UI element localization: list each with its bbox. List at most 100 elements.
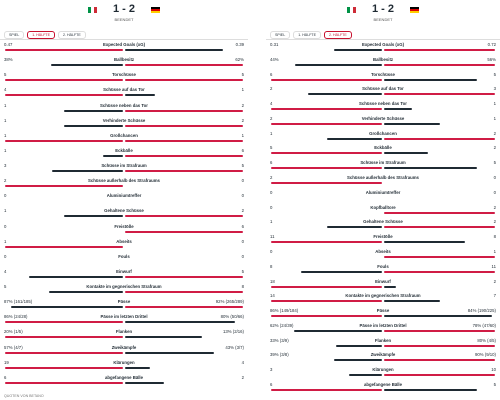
tabs: SPIEL 1. HÄLFTE 2. HÄLFTE xyxy=(0,30,248,40)
stat-name: Abseits xyxy=(116,238,132,244)
score: 1 - 2 xyxy=(112,3,135,15)
tabs: SPIEL 1. HÄLFTE 2. HÄLFTE xyxy=(266,30,500,40)
away-value: 0 xyxy=(241,178,244,184)
away-bar xyxy=(384,255,495,258)
away-value: 1 xyxy=(241,132,244,138)
stat-rows: 0.47 Expected Goals (xG) 0.39 38% Ballbesitz… xyxy=(4,42,244,390)
stat-line: 6 abgefangene Bälle 5 xyxy=(270,382,496,388)
stat-row: 3 Schüsse im Strafraum 5 xyxy=(4,163,244,178)
home-value: 4 xyxy=(4,268,7,274)
tab[interactable]: 1. HÄLFTE xyxy=(27,30,55,39)
home-bar xyxy=(301,270,382,273)
stat-track xyxy=(270,359,496,362)
away-value: 2 xyxy=(493,130,496,136)
tab[interactable]: 2. HÄLFTE xyxy=(323,30,352,39)
stat-line: 39% (3/8) Zweikämpfe 90% (9/10) xyxy=(270,352,496,358)
home-bar xyxy=(271,388,382,391)
tab[interactable]: 1. HÄLFTE xyxy=(293,30,321,39)
stat-row: 86% (24/28) Pässe im letzten Drittel 80% (… xyxy=(4,314,244,329)
home-value: 4 xyxy=(270,101,273,107)
home-value: 1 xyxy=(4,132,7,138)
home-bar xyxy=(64,215,123,218)
home-bar xyxy=(308,93,382,96)
away-value: 4 xyxy=(241,359,244,365)
stat-name: Aluminiumtreffer xyxy=(365,189,401,195)
footer: QUOTEN VON BETANO xyxy=(4,394,44,398)
stat-row: 6 Schüsse im Strafraum 5 xyxy=(270,160,496,175)
home-value: 6 xyxy=(4,374,7,380)
home-bar xyxy=(64,124,123,127)
stat-line: 0 Fouls 0 xyxy=(4,254,244,260)
stat-line: 4 Schüsse auf das Tor 1 xyxy=(4,87,244,93)
stat-name: Pässe xyxy=(117,299,131,305)
away-bar xyxy=(125,109,243,112)
stat-track xyxy=(4,230,244,233)
stat-track xyxy=(270,300,496,303)
stat-row: 4 Schüsse auf das Tor 1 xyxy=(4,87,244,102)
away-value: 2 xyxy=(493,219,496,225)
stat-track xyxy=(4,94,244,97)
tab[interactable]: SPIEL xyxy=(270,30,291,39)
stat-track xyxy=(4,200,244,202)
away-value: 2 xyxy=(241,102,244,108)
away-bar xyxy=(384,93,495,96)
stat-name: Gehaltene Schüsse xyxy=(363,219,403,225)
stat-line: 33% (3/9) Flanken 80% (4/5) xyxy=(270,338,496,344)
home-bar xyxy=(336,344,382,347)
away-value: 5 xyxy=(241,268,244,274)
tab[interactable]: 2. HÄLFTE xyxy=(57,30,86,39)
away-value: 1 xyxy=(493,248,496,254)
stat-line: 86% (149/184) Pässe 84% (190/225) xyxy=(270,308,496,314)
away-value: 92% (265/289) xyxy=(215,299,244,305)
stat-row: 14 Kontakte im gegnerischen Strafraum 7 xyxy=(270,293,496,308)
stat-row: 0 Abseits 1 xyxy=(270,249,496,264)
away-value: 0 xyxy=(241,253,244,259)
stat-name: Abseits xyxy=(375,248,391,254)
home-bar xyxy=(5,366,123,369)
stat-name: Eckbälle xyxy=(374,145,392,151)
tab[interactable]: SPIEL xyxy=(4,30,25,39)
stat-track xyxy=(4,124,244,127)
home-bar xyxy=(271,315,382,318)
stat-line: 19 Klärungen 4 xyxy=(4,360,244,366)
stat-line: 20% (1/5) Flanken 13% (2/16) xyxy=(4,329,244,335)
away-value: 5 xyxy=(493,381,496,387)
away-value: 10 xyxy=(491,367,496,373)
stat-line: 5 Eckbälle 2 xyxy=(270,145,496,151)
stat-line: 3 Schüsse im Strafraum 5 xyxy=(4,163,244,169)
away-bar xyxy=(125,154,243,157)
stat-name: Aluminiumtreffer xyxy=(106,193,142,199)
stat-line: 2 Verhinderte Schüsse 1 xyxy=(270,116,496,122)
stat-row: 39% (3/8) Zweikämpfe 90% (9/10) xyxy=(270,352,496,367)
home-value: 6 xyxy=(270,160,273,166)
stat-track xyxy=(270,49,496,51)
stat-name: Einwurf xyxy=(116,268,132,274)
stat-name: Pässe im letzten Drittel xyxy=(100,314,148,320)
stat-line: 2 Schüsse außerhalb des Strafraums 0 xyxy=(270,175,496,181)
stat-line: 1 Gehaltene Schüsse 2 xyxy=(270,219,496,225)
stat-row: 8 Fouls 11 xyxy=(270,264,496,279)
away-bar xyxy=(384,374,495,377)
stat-name: Schüsse im Strafraum xyxy=(101,163,147,168)
stat-track xyxy=(4,321,244,324)
away-bar xyxy=(384,108,412,111)
stat-track xyxy=(270,255,496,258)
stat-row: 44% Ballbesitz 56% xyxy=(270,57,496,72)
home-value: 3 xyxy=(4,163,7,168)
stat-row: 19 Klärungen 4 xyxy=(4,360,244,375)
away-bar xyxy=(384,122,440,125)
stat-line: 0 Kopfballtore 2 xyxy=(270,205,496,211)
stat-name: Verhinderte Schüsse xyxy=(102,117,146,123)
stat-name: Fouls xyxy=(377,263,389,269)
away-bar xyxy=(125,215,243,218)
stat-row: 33% (3/9) Flanken 80% (4/5) xyxy=(270,338,496,353)
home-value: 18 xyxy=(270,278,275,284)
stat-track xyxy=(270,63,496,66)
stat-line: 0 Aluminiumtreffer 0 xyxy=(4,193,244,199)
stat-track xyxy=(4,381,244,384)
stat-line: 2 Schüsse außerhalb des Strafraums 0 xyxy=(4,178,244,184)
match-status: BEENDET xyxy=(114,17,134,22)
away-bar xyxy=(384,315,493,318)
stat-row: 0 Aluminiumtreffer 0 xyxy=(270,190,496,205)
